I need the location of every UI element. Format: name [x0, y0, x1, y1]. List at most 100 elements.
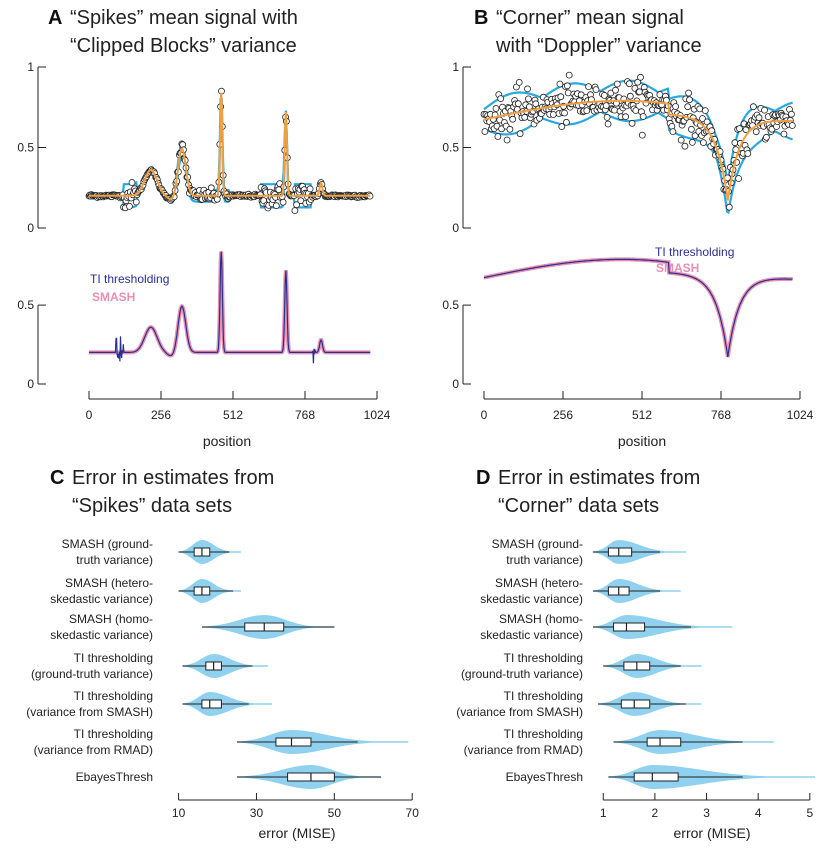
category-label-line2: (variance from SMASH)	[26, 705, 153, 719]
y-tick-label-top: 0	[27, 221, 34, 235]
observation-point	[525, 95, 532, 103]
observation-point	[681, 142, 689, 150]
category-label-line1: SMASH (hetero-	[495, 576, 583, 590]
box	[620, 699, 651, 709]
observation-point	[763, 133, 770, 141]
observation-point	[306, 185, 314, 193]
category-label-line2: EbayesThresh	[76, 770, 153, 784]
observation-point	[524, 85, 531, 93]
panel-d-title-line1: Error in estimates from	[498, 467, 700, 489]
category-label-line1: SMASH (hetero-	[65, 576, 153, 590]
category-label-line1: TI thresholding	[504, 651, 583, 665]
observation-point	[583, 107, 591, 114]
x-tick-label: 4	[755, 806, 762, 820]
panel-a-plot: 0 0.5 1 0 0.5 0 256 512 768 1024	[17, 60, 390, 422]
observation-point	[637, 73, 644, 81]
observation-point	[611, 106, 618, 114]
observation-point	[514, 100, 522, 108]
observation-point	[272, 202, 280, 210]
y-tick-label-bottom: 0.5	[442, 298, 459, 312]
panel-a-xlabel: position	[203, 433, 251, 449]
observation-point	[132, 198, 140, 206]
observation-point	[788, 122, 796, 129]
observation-point	[788, 110, 795, 118]
x-tick-label: 2	[652, 806, 659, 820]
box	[275, 737, 312, 747]
category-label-line2: skedastic variance)	[480, 628, 583, 642]
observation-points	[480, 71, 796, 211]
panel-d-letter: D	[476, 467, 490, 489]
category-label-line1: SMASH (homo-	[69, 612, 153, 626]
y-tick-label-top: 0.5	[17, 141, 34, 155]
panel-a-title: A “Spikes” mean signal with “Clipped Blo…	[48, 7, 298, 57]
observation-point	[684, 103, 692, 111]
observation-point	[626, 92, 634, 100]
box	[607, 547, 633, 557]
box	[201, 699, 222, 709]
observation-point	[492, 105, 500, 112]
panel-b-xlabel: position	[618, 433, 666, 449]
observation-point	[735, 175, 742, 182]
ti-thresholding-estimate-line	[483, 258, 793, 358]
observation-point	[564, 89, 572, 97]
observation-point	[126, 202, 133, 210]
panel-b-title-line2: with “Doppler” variance	[495, 35, 702, 57]
y-tick-label-top: 0.5	[442, 141, 459, 155]
x-tick-label: 1024	[364, 408, 391, 422]
observation-point	[612, 86, 619, 94]
observation-point	[563, 82, 571, 90]
panel-c-xlabel: error (MISE)	[259, 825, 336, 841]
panel-d-title-line2: “Corner” data sets	[498, 495, 659, 517]
observation-point	[601, 92, 608, 99]
observation-point	[636, 88, 643, 96]
category-label-line2: skedastic variance)	[50, 592, 153, 606]
observation-point	[503, 136, 511, 144]
category-label-line2: (ground-truth variance)	[31, 667, 153, 681]
observation-point	[696, 105, 704, 113]
observation-point	[672, 103, 679, 110]
observation-point	[725, 203, 733, 211]
panel-a-title-line1: “Spikes” mean signal with	[70, 7, 298, 29]
observation-point	[688, 138, 696, 146]
panel-c-title: C Error in estimates from “Spikes” data …	[50, 467, 274, 517]
category-label-line2: skedastic variance)	[480, 592, 583, 606]
observation-point	[752, 128, 760, 136]
x-tick-label: 512	[223, 408, 243, 422]
observation-point	[688, 125, 695, 133]
observation-point	[293, 201, 301, 209]
category-label-line2: (variance from RMAD)	[34, 743, 153, 757]
x-tick-label: 768	[295, 408, 315, 422]
category-label-line1: TI thresholding	[504, 727, 583, 741]
x-tick-label: 256	[553, 408, 573, 422]
category-label-line2: (ground-truth variance)	[461, 667, 583, 681]
observation-point	[622, 113, 629, 121]
observation-point	[516, 130, 524, 138]
observation-point	[557, 93, 565, 101]
observation-point	[755, 114, 763, 122]
x-tick-label: 0	[86, 408, 93, 422]
observation-point	[532, 100, 540, 108]
observation-point	[207, 184, 215, 192]
observation-point	[761, 106, 768, 114]
observation-point	[780, 130, 788, 138]
y-tick-label-bottom: 0	[452, 377, 459, 391]
y-tick-label-bottom: 0.5	[17, 298, 34, 312]
observation-point	[550, 111, 557, 118]
panel-d-xlabel: error (MISE)	[674, 825, 751, 841]
observation-point	[638, 131, 646, 139]
x-tick-label: 1	[600, 806, 607, 820]
y-tick-label-top: 1	[452, 60, 459, 74]
mean-signal-line	[483, 99, 793, 201]
observation-point	[563, 118, 570, 126]
box	[633, 772, 679, 782]
panel-b-title: B “Corner” mean signal with “Doppler” va…	[474, 7, 702, 57]
category-label-line2: EbayesThresh	[506, 770, 583, 784]
observation-point	[686, 96, 693, 104]
y-tick-label-top: 0	[452, 221, 459, 235]
observation-point	[561, 109, 568, 117]
x-tick-label: 3	[703, 806, 710, 820]
observation-point	[613, 80, 621, 88]
panel-b-letter: B	[474, 7, 488, 29]
category-label-line2: skedastic variance)	[50, 628, 153, 642]
